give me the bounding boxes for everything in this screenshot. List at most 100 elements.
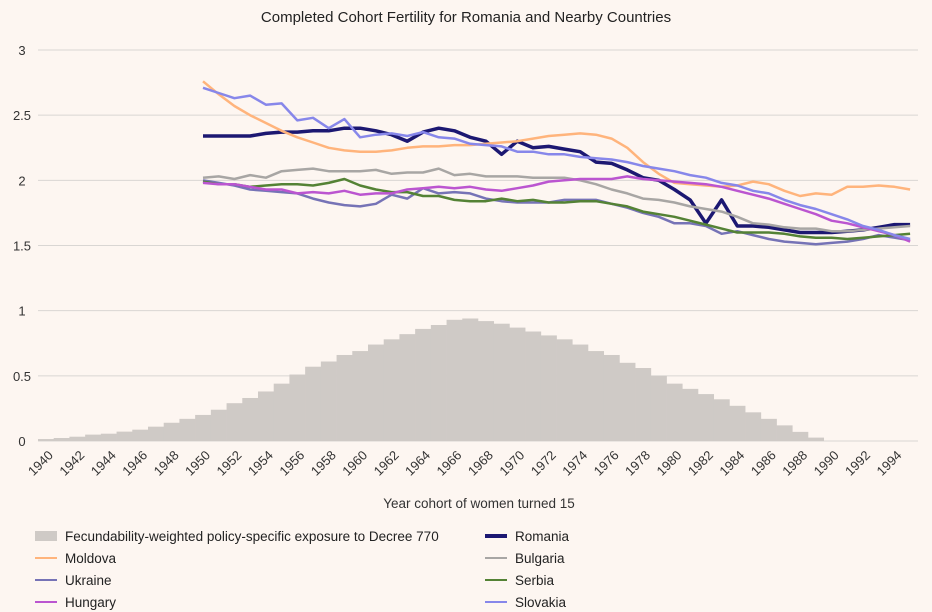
x-tick-label: 1944 (88, 448, 119, 479)
bar-1944 (100, 433, 117, 441)
x-tick-label: 1986 (748, 448, 779, 479)
x-tick-label: 1994 (873, 448, 904, 479)
x-tick-label: 1992 (842, 448, 873, 479)
x-tick-label: 1982 (685, 448, 716, 479)
bar-1967 (462, 318, 479, 441)
y-tick-label: 3 (18, 43, 25, 58)
x-tick-label: 1970 (496, 448, 527, 479)
bar-1953 (242, 397, 259, 441)
x-tick-label: 1976 (591, 448, 622, 479)
legend-swatch (485, 534, 507, 538)
bar-1965 (430, 325, 447, 441)
x-tick-label: 1940 (25, 448, 56, 479)
bar-1978 (635, 368, 652, 441)
bar-1976 (603, 354, 620, 441)
bar-1984 (729, 405, 746, 441)
bar-1941 (53, 438, 70, 441)
line-slovakia (202, 86, 911, 241)
legend-swatch (35, 578, 57, 582)
x-tick-label: 1964 (402, 448, 433, 479)
x-tick-label: 1952 (213, 448, 244, 479)
bar-1985 (745, 412, 762, 441)
bar-1955 (273, 383, 290, 441)
legend-swatch (35, 600, 57, 604)
x-tick-label: 1984 (716, 448, 747, 479)
x-tick-label: 1988 (779, 448, 810, 479)
legend-label: Hungary (65, 594, 117, 610)
legend-item-slovakia: Slovakia (485, 592, 566, 612)
line-moldova (202, 80, 911, 198)
y-axis-ticks: 0 0.5 1 1.5 2 2.5 3 (13, 43, 31, 449)
bar-1951 (210, 409, 227, 441)
bar-1973 (556, 339, 573, 441)
bar-1968 (478, 321, 495, 441)
bar-1986 (760, 418, 777, 441)
legend-item-serbia: Serbia (485, 570, 554, 590)
bar-1952 (226, 403, 243, 441)
line-serbia (202, 177, 911, 241)
legend-item-exposure: Fecundability-weighted policy-specific e… (35, 526, 439, 546)
legend-label: Serbia (515, 572, 555, 588)
legend-item-romania: Romania (485, 526, 569, 546)
bar-series (38, 318, 825, 441)
x-tick-label: 1948 (151, 448, 182, 479)
bar-1947 (148, 426, 165, 441)
x-tick-label: 1974 (559, 448, 590, 479)
legend-swatch (485, 600, 507, 604)
bar-1987 (776, 425, 793, 441)
bar-1975 (588, 351, 605, 441)
x-tick-label: 1990 (811, 448, 842, 479)
legend-label: Bulgaria (515, 550, 565, 566)
bar-1981 (682, 388, 699, 441)
line-series (202, 80, 911, 246)
bar-1959 (336, 354, 353, 441)
x-tick-label: 1958 (308, 448, 339, 479)
bar-1963 (399, 334, 416, 441)
bar-1982 (698, 394, 715, 441)
bar-1956 (289, 374, 306, 441)
legend-label: Moldova (65, 550, 117, 566)
legend-label: Fecundability-weighted policy-specific e… (65, 528, 439, 544)
bar-1950 (195, 414, 212, 441)
x-tick-label: 1960 (339, 448, 370, 479)
x-tick-label: 1966 (433, 448, 464, 479)
x-tick-label: 1946 (119, 448, 150, 479)
legend-item-moldova: Moldova (35, 548, 116, 568)
legend-item-ukraine: Ukraine (35, 570, 112, 590)
chart: Completed Cohort Fertility for Romania a… (13, 9, 918, 511)
legend-swatch (485, 556, 507, 560)
bar-1988 (792, 431, 809, 441)
bar-1979 (650, 375, 667, 441)
line-hungary (202, 175, 911, 243)
gridlines (38, 49, 918, 442)
y-tick-label: 2.5 (13, 108, 31, 123)
x-tick-label: 1972 (528, 448, 559, 479)
bar-1946 (132, 429, 149, 441)
bar-1970 (509, 327, 526, 441)
bar-1983 (713, 399, 730, 441)
bar-1974 (572, 344, 589, 441)
legend-label: Romania (515, 528, 570, 544)
bar-1969 (493, 323, 510, 441)
y-tick-label: 0.5 (13, 369, 31, 384)
bar-1948 (163, 422, 180, 441)
x-tick-label: 1978 (622, 448, 653, 479)
line-romania (203, 126, 911, 235)
y-tick-label: 2 (18, 173, 25, 188)
bar-1957 (305, 366, 322, 441)
bar-1954 (258, 391, 275, 441)
legend-item-hungary: Hungary (35, 592, 116, 612)
x-axis-ticks: 1940 1942 1944 1946 1948 1950 1952 1954 1956 1958… (25, 448, 905, 479)
x-axis-label: Year cohort of women turned 15 (383, 496, 575, 511)
line-bulgaria (202, 167, 911, 233)
legend-label: Slovakia (515, 594, 567, 610)
bar-1942 (69, 436, 86, 441)
bar-1940 (38, 439, 55, 441)
bar-1966 (446, 319, 463, 441)
legend-swatch (35, 531, 57, 541)
x-tick-label: 1962 (371, 448, 402, 479)
bar-1945 (116, 431, 133, 441)
y-tick-label: 0 (18, 434, 25, 449)
bar-1964 (415, 328, 432, 441)
bar-1989 (808, 437, 825, 441)
